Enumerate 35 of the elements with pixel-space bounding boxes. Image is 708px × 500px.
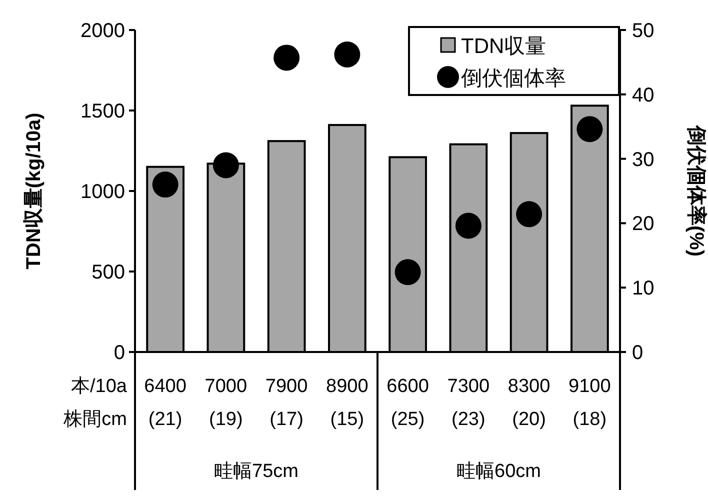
legend-label: TDN収量 xyxy=(461,35,546,58)
x-tick-label: 7300 (23) xyxy=(447,376,490,430)
y2-tick-label: 20 xyxy=(632,213,654,236)
y2-tick-label: 40 xyxy=(632,84,654,106)
point xyxy=(394,259,421,286)
point xyxy=(334,41,360,68)
x-tick-label: 6400 (21) xyxy=(144,376,186,430)
y-tick-label: 2000 xyxy=(80,20,125,42)
point xyxy=(152,172,178,198)
text: 畦幅75cm xyxy=(214,461,298,482)
y-tick-label: 0 xyxy=(114,342,125,364)
point xyxy=(455,212,482,239)
y-tick-label: 1500 xyxy=(80,100,125,122)
y2-axis-title: 倒伏個体率(%) xyxy=(685,124,708,257)
text: 本/10a xyxy=(71,376,128,397)
legend-label: 倒伏個体率 xyxy=(461,67,566,90)
x-tick-label: 9100 (18) xyxy=(568,376,611,430)
point xyxy=(516,201,542,228)
x-tick-label: 7900 (17) xyxy=(265,376,308,430)
y2-tick-label: 10 xyxy=(632,278,654,300)
y2-tick-label: 30 xyxy=(632,148,654,171)
point xyxy=(212,152,239,178)
text: 畦幅60cm xyxy=(456,461,541,482)
x-tick-label: 8300 (20) xyxy=(508,376,550,430)
y2-tick-label: 50 xyxy=(632,20,654,42)
point xyxy=(576,116,603,142)
point xyxy=(274,44,300,71)
y-axis-title: TDN収量(kg/10a) xyxy=(23,112,45,270)
y-tick-label: 500 xyxy=(92,262,125,284)
y2-tick-label: 0 xyxy=(632,342,644,364)
x-tick-label: 7000 (19) xyxy=(204,376,248,430)
y-tick-label: 1000 xyxy=(80,181,125,203)
x-tick-label: 6600 (25) xyxy=(386,376,429,430)
text: 株間cm xyxy=(62,409,127,430)
x-tick-label: 8900 (15) xyxy=(326,376,368,430)
